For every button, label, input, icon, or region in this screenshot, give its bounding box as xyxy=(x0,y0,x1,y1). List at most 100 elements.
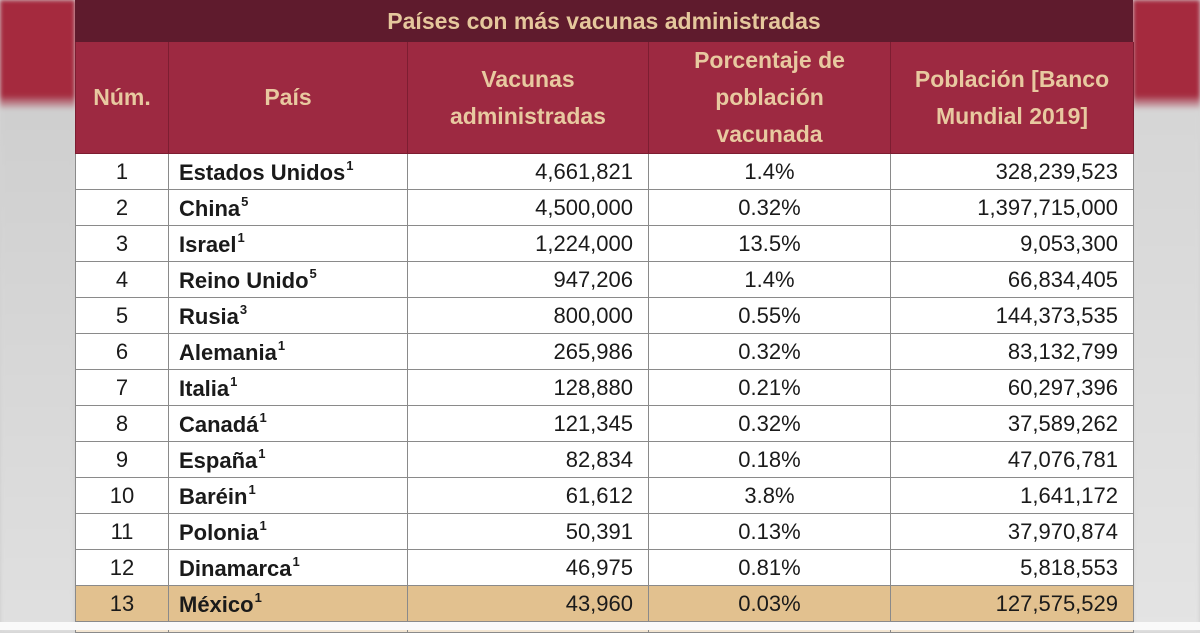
cell-num: 7 xyxy=(75,369,169,406)
cell-population: 66,834,405 xyxy=(890,261,1134,298)
cell-vaccines: 50,391 xyxy=(407,513,649,550)
cell-percent: 0.55% xyxy=(648,297,891,334)
cell-vaccines: 800,000 xyxy=(407,297,649,334)
header-country: País xyxy=(168,42,408,154)
table-row: 7 Italia1 128,880 0.21% 60,297,396 xyxy=(75,369,1134,406)
cell-percent: 1.4% xyxy=(648,153,891,190)
cell-percent: 0.32% xyxy=(648,333,891,370)
footnote-marker: 1 xyxy=(259,409,267,425)
country-name: Polonia xyxy=(179,519,259,545)
cell-num: 9 xyxy=(75,441,169,478)
table-row: 12 Dinamarca1 46,975 0.81% 5,818,553 xyxy=(75,549,1134,586)
country-name: Israel xyxy=(179,231,237,257)
country-name: China xyxy=(179,195,241,221)
country-name: Italia xyxy=(179,375,230,401)
cell-vaccines: 4,500,000 xyxy=(407,189,649,226)
cell-percent: 1.4% xyxy=(648,261,891,298)
blurred-background-right xyxy=(1133,0,1200,630)
cell-num: 6 xyxy=(75,333,169,370)
footnote-marker: 1 xyxy=(292,553,300,569)
table-row: 9 España1 82,834 0.18% 47,076,781 xyxy=(75,441,1134,478)
cell-country: Estados Unidos1 xyxy=(168,153,408,190)
header-vaccines: Vacunas administradas xyxy=(407,42,649,154)
cell-population: 144,373,535 xyxy=(890,297,1134,334)
footnote-marker: 1 xyxy=(277,337,286,353)
bottom-strip xyxy=(0,622,1200,630)
cell-percent: 0.18% xyxy=(648,441,891,478)
header-row: Núm. País Vacunas administradas Porcenta… xyxy=(75,42,1134,154)
cell-percent: 0.81% xyxy=(648,549,891,586)
country-name: España xyxy=(179,447,258,473)
cell-num: 4 xyxy=(75,261,169,298)
table-row: 6 Alemania1 265,986 0.32% 83,132,799 xyxy=(75,333,1134,370)
footnote-marker: 1 xyxy=(254,589,262,605)
cell-vaccines: 4,661,821 xyxy=(407,153,649,190)
cell-population: 127,575,529 xyxy=(890,585,1134,622)
country-name: Rusia xyxy=(179,303,239,329)
cell-population: 1,397,715,000 xyxy=(890,189,1134,226)
footnote-marker: 1 xyxy=(237,229,245,245)
country-name: Canadá xyxy=(179,411,259,437)
footnote-marker: 3 xyxy=(239,301,248,317)
header-population: Población [Banco Mundial 2019] xyxy=(890,42,1134,154)
cell-population: 9,053,300 xyxy=(890,225,1134,262)
cell-num: 1 xyxy=(75,153,169,190)
header-percent: Porcentaje de población vacunada xyxy=(648,42,891,154)
cell-num: 8 xyxy=(75,405,169,442)
table-row: 5 Rusia3 800,000 0.55% 144,373,535 xyxy=(75,297,1134,334)
table-title: Países con más vacunas administradas xyxy=(75,0,1133,42)
cell-percent: 13.5% xyxy=(648,225,891,262)
footnote-marker: 1 xyxy=(248,481,256,497)
cell-vaccines: 128,880 xyxy=(407,369,649,406)
cell-percent: 0.03% xyxy=(648,585,891,622)
table-row: 3 Israel1 1,224,000 13.5% 9,053,300 xyxy=(75,225,1134,262)
table-row: 11 Polonia1 50,391 0.13% 37,970,874 xyxy=(75,513,1134,550)
cell-vaccines: 43,960 xyxy=(407,585,649,622)
cell-country: Reino Unido5 xyxy=(168,261,408,298)
country-name: Dinamarca xyxy=(179,555,292,581)
cell-population: 60,297,396 xyxy=(890,369,1134,406)
footnote-marker: 1 xyxy=(346,157,354,173)
cell-vaccines: 121,345 xyxy=(407,405,649,442)
cell-country: España1 xyxy=(168,441,408,478)
cell-num: 3 xyxy=(75,225,169,262)
cell-vaccines: 46,975 xyxy=(407,549,649,586)
cell-country: Israel1 xyxy=(168,225,408,262)
country-name: Baréin xyxy=(179,483,248,509)
vaccine-table-container: Países con más vacunas administradas Núm… xyxy=(75,0,1134,633)
footnote-marker: 5 xyxy=(241,193,249,209)
vaccine-table: Núm. País Vacunas administradas Porcenta… xyxy=(75,42,1134,633)
cell-num: 11 xyxy=(75,513,169,550)
country-name: Estados Unidos xyxy=(179,159,346,185)
cell-percent: 3.8% xyxy=(648,477,891,514)
cell-population: 328,239,523 xyxy=(890,153,1134,190)
cell-population: 1,641,172 xyxy=(890,477,1134,514)
cell-country: Canadá1 xyxy=(168,405,408,442)
cell-country: Rusia3 xyxy=(168,297,408,334)
cell-vaccines: 1,224,000 xyxy=(407,225,649,262)
cell-vaccines: 61,612 xyxy=(407,477,649,514)
cell-population: 37,589,262 xyxy=(890,405,1134,442)
cell-country: Alemania1 xyxy=(168,333,408,370)
cell-vaccines: 82,834 xyxy=(407,441,649,478)
cell-population: 47,076,781 xyxy=(890,441,1134,478)
cell-percent: 0.32% xyxy=(648,189,891,226)
cell-country: Dinamarca1 xyxy=(168,549,408,586)
cell-country: Polonia1 xyxy=(168,513,408,550)
cell-population: 37,970,874 xyxy=(890,513,1134,550)
cell-population: 83,132,799 xyxy=(890,333,1134,370)
cell-percent: 0.13% xyxy=(648,513,891,550)
header-num: Núm. xyxy=(75,42,169,154)
table-row: 8 Canadá1 121,345 0.32% 37,589,262 xyxy=(75,405,1134,442)
cell-country: México1 xyxy=(168,585,408,622)
cell-country: Italia1 xyxy=(168,369,408,406)
cell-num: 10 xyxy=(75,477,169,514)
table-row: 2 China5 4,500,000 0.32% 1,397,715,000 xyxy=(75,189,1134,226)
cell-num: 2 xyxy=(75,189,169,226)
table-row: 1 Estados Unidos1 4,661,821 1.4% 328,239,523 xyxy=(75,153,1134,190)
country-name: México xyxy=(179,591,254,617)
cell-population: 5,818,553 xyxy=(890,549,1134,586)
footnote-marker: 1 xyxy=(258,445,266,461)
country-name: Alemania xyxy=(179,339,277,365)
country-name: Reino Unido xyxy=(179,267,309,293)
